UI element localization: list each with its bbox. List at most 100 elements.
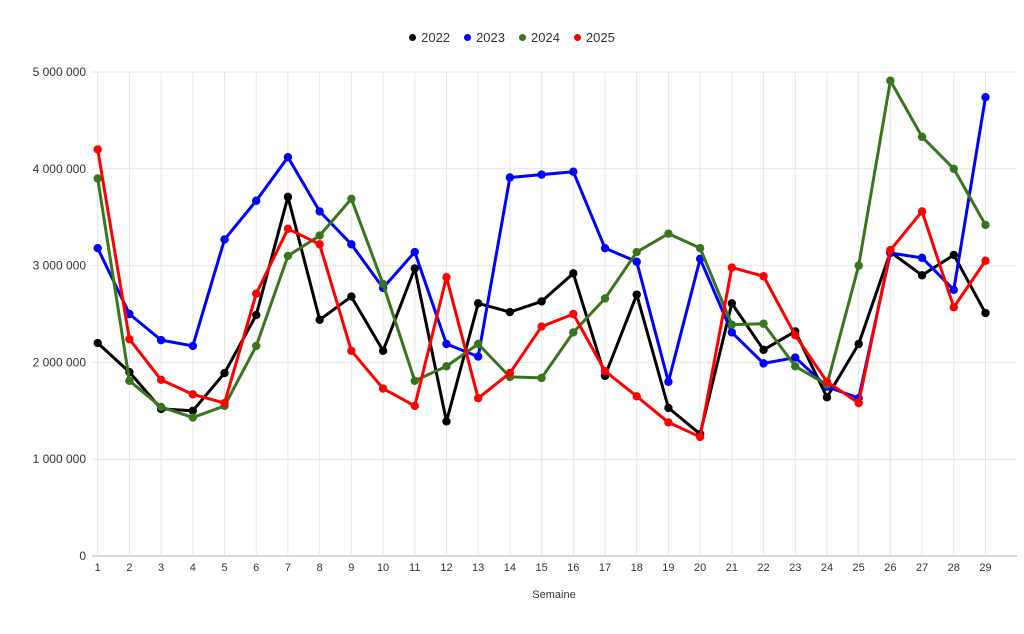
series-2024-point-week-3 <box>156 402 166 412</box>
series-2023-point-week-7 <box>283 152 293 162</box>
x-tick-label: 5 <box>221 562 227 574</box>
series-2023-point-week-14 <box>505 173 515 182</box>
series-2025-point-week-4 <box>188 390 198 399</box>
series-2025-point-week-23 <box>791 331 800 340</box>
series-2024-point-week-17 <box>600 294 610 303</box>
series-2022-point-week-15 <box>537 297 546 306</box>
series-2024-point-week-1 <box>93 174 102 183</box>
series-2023-point-week-1 <box>93 243 102 253</box>
y-tick-label: 5 000 000 <box>33 65 87 79</box>
series-2022-point-week-8 <box>315 315 324 325</box>
series-2024-point-week-18 <box>632 247 641 257</box>
y-tick-label: 0 <box>79 549 86 563</box>
series-2022-point-week-29 <box>981 308 990 318</box>
series-2025-point-week-22 <box>759 272 768 281</box>
series-2025-point-week-1 <box>93 145 102 154</box>
series-2024-point-week-23 <box>791 362 800 371</box>
series-2023-point-week-3 <box>156 335 166 345</box>
x-tick-label: 8 <box>317 562 323 574</box>
series-2024-point-week-12 <box>442 362 451 371</box>
series-2025-point-week-24 <box>822 377 832 386</box>
series-2024-point-week-27 <box>917 132 927 142</box>
series-2025-point-week-25 <box>854 398 863 408</box>
series-2024-point-week-7 <box>283 251 293 261</box>
series-2022-point-week-19 <box>664 403 673 413</box>
x-tick-label: 10 <box>377 562 389 574</box>
series-2023-point-week-18 <box>632 257 641 266</box>
series-2022-point-week-6 <box>252 310 261 320</box>
series-2025-point-week-2 <box>125 334 134 344</box>
series-2023-point-week-13 <box>473 352 483 361</box>
series-2024-point-week-10 <box>378 279 388 289</box>
series-2024-point-week-6 <box>252 341 261 351</box>
series-2024-point-week-26 <box>886 76 895 85</box>
x-tick-label: 4 <box>190 562 196 574</box>
x-tick-label: 18 <box>631 562 643 574</box>
series-2022-point-week-4 <box>188 406 198 415</box>
x-tick-label: 22 <box>757 562 769 574</box>
series-2024-point-week-15 <box>537 373 546 383</box>
x-tick-label: 25 <box>853 562 865 574</box>
x-tick-label: 24 <box>821 562 833 574</box>
series-2023-point-week-22 <box>759 359 768 368</box>
series-2022-point-week-5 <box>220 368 229 378</box>
series-2022-point-week-10 <box>378 346 388 355</box>
x-tick-label: 12 <box>440 562 452 574</box>
series-2022-point-week-21 <box>727 299 737 308</box>
series-2025-point-week-3 <box>156 375 166 385</box>
series-2022-point-week-7 <box>283 192 293 202</box>
x-tick-label: 14 <box>504 562 516 574</box>
series-2025-point-week-5 <box>220 398 229 408</box>
x-tick-label: 6 <box>253 562 259 574</box>
series-2022-point-week-16 <box>569 269 578 278</box>
x-tick-label: 19 <box>662 562 674 574</box>
series-2023-point-week-19 <box>664 377 673 386</box>
series-2023-point-week-16 <box>569 167 578 176</box>
series-2024-point-week-21 <box>727 320 737 329</box>
series-2023-point-week-21 <box>727 328 737 337</box>
series-2022-point-week-9 <box>347 292 356 301</box>
series-2023-point-week-4 <box>188 341 198 351</box>
series-2022-point-week-25 <box>854 339 863 349</box>
series-2025-point-week-13 <box>473 394 483 403</box>
series-2025-point-week-21 <box>727 263 737 272</box>
x-tick-label: 11 <box>409 562 420 574</box>
series-2025-point-week-17 <box>600 366 610 376</box>
series-2023-point-week-23 <box>791 353 800 362</box>
x-tick-label: 1 <box>95 562 101 574</box>
y-tick-label: 1 000 000 <box>33 452 87 466</box>
series-2023-point-week-28 <box>949 285 958 294</box>
x-axis-title: Semaine <box>532 589 576 601</box>
y-tick-label: 3 000 000 <box>33 259 87 273</box>
x-tick-label: 7 <box>285 562 291 574</box>
series-2025-point-week-9 <box>347 346 356 355</box>
x-tick-label: 21 <box>726 562 738 574</box>
series-2023-point-week-5 <box>220 235 229 244</box>
series-2022-point-week-14 <box>505 307 515 317</box>
series-2023-point-week-29 <box>981 92 990 102</box>
series-2025-point-week-12 <box>442 273 451 282</box>
y-tick-label: 2 000 000 <box>33 355 87 369</box>
series-2023-point-week-27 <box>917 253 927 263</box>
series-2024-point-week-9 <box>347 194 356 204</box>
series-2025-point-week-20 <box>695 432 705 442</box>
series-2024-point-week-13 <box>473 339 483 349</box>
series-2022-point-week-24 <box>822 393 832 402</box>
series-2023-point-week-12 <box>442 339 451 349</box>
series-2024-point-week-19 <box>664 229 673 238</box>
series-2025 <box>93 145 990 442</box>
series-2023-point-week-11 <box>410 247 419 257</box>
y-tick-label: 4 000 000 <box>33 162 87 176</box>
series-2022-point-week-1 <box>93 338 102 348</box>
series-2022-point-week-18 <box>632 290 641 299</box>
series-2024-point-week-28 <box>949 164 958 173</box>
series-2025-point-week-29 <box>981 256 990 265</box>
series-2024-point-week-8 <box>315 231 324 240</box>
series-2025-point-week-26 <box>886 245 895 255</box>
series-2023-point-week-6 <box>252 196 261 205</box>
series-2024 <box>93 76 990 422</box>
x-tick-label: 3 <box>158 562 164 574</box>
series-2025-point-week-15 <box>537 322 546 331</box>
